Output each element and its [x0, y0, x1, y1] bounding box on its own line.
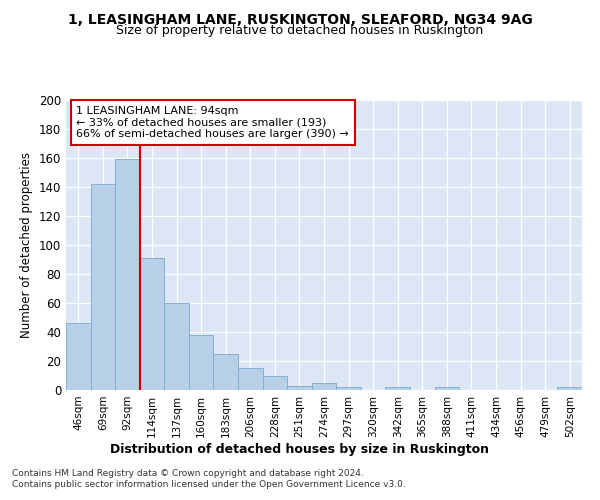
Text: Contains public sector information licensed under the Open Government Licence v3: Contains public sector information licen…	[12, 480, 406, 489]
Bar	[214, 354, 238, 390]
Text: Contains HM Land Registry data © Crown copyright and database right 2024.: Contains HM Land Registry data © Crown c…	[12, 468, 364, 477]
Text: Size of property relative to detached houses in Ruskington: Size of property relative to detached ho…	[116, 24, 484, 37]
Bar	[115, 160, 140, 390]
Y-axis label: Number of detached properties: Number of detached properties	[20, 152, 33, 338]
Bar	[434, 387, 459, 390]
Bar	[557, 387, 582, 390]
Bar	[263, 376, 287, 390]
Bar	[189, 335, 214, 390]
Bar	[287, 386, 312, 390]
Bar	[66, 324, 91, 390]
Bar	[385, 387, 410, 390]
Bar	[312, 383, 336, 390]
Text: 1 LEASINGHAM LANE: 94sqm
← 33% of detached houses are smaller (193)
66% of semi-: 1 LEASINGHAM LANE: 94sqm ← 33% of detach…	[76, 106, 349, 139]
Text: Distribution of detached houses by size in Ruskington: Distribution of detached houses by size …	[110, 442, 490, 456]
Bar	[238, 368, 263, 390]
Text: 1, LEASINGHAM LANE, RUSKINGTON, SLEAFORD, NG34 9AG: 1, LEASINGHAM LANE, RUSKINGTON, SLEAFORD…	[68, 12, 532, 26]
Bar	[164, 303, 189, 390]
Bar	[336, 387, 361, 390]
Bar	[140, 258, 164, 390]
Bar	[91, 184, 115, 390]
